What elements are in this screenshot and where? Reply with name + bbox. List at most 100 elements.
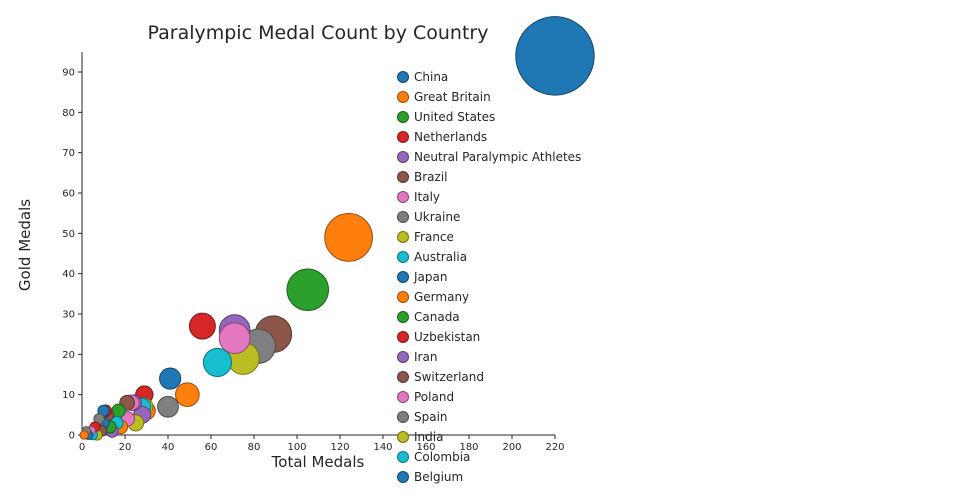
legend-swatch-brazil bbox=[397, 171, 409, 183]
legend-label-spain: Spain bbox=[414, 410, 448, 424]
legend-label-great-britain: Great Britain bbox=[414, 90, 491, 104]
y-tick-label: 80 bbox=[62, 108, 75, 119]
bubble-small-country bbox=[79, 430, 89, 440]
legend-label-brazil: Brazil bbox=[414, 170, 448, 184]
legend-item-united-states: United States bbox=[397, 110, 495, 124]
y-tick-label: 90 bbox=[62, 68, 75, 79]
legend-item-japan: Japan bbox=[397, 270, 447, 284]
chart-title: Paralympic Medal Count by Country bbox=[148, 22, 489, 44]
legend-label-ukraine: Ukraine bbox=[414, 210, 460, 224]
legend-item-ukraine: Ukraine bbox=[397, 210, 460, 224]
legend-swatch-iran bbox=[397, 351, 409, 363]
legend-label-italy: Italy bbox=[414, 190, 440, 204]
x-tick-label: 0 bbox=[79, 442, 85, 453]
legend-item-neutral-paralympic-athletes: Neutral Paralympic Athletes bbox=[397, 150, 581, 164]
legend-item-germany: Germany bbox=[397, 290, 469, 304]
legend-label-neutral-paralympic-athletes: Neutral Paralympic Athletes bbox=[414, 150, 581, 164]
legend-swatch-belgium bbox=[397, 471, 409, 483]
legend-item-australia: Australia bbox=[397, 250, 467, 264]
legend-item-switzerland: Switzerland bbox=[397, 370, 484, 384]
x-tick-label: 220 bbox=[545, 442, 564, 453]
bubble-italy bbox=[218, 322, 251, 355]
y-tick-label: 20 bbox=[62, 350, 75, 361]
bubble-spain bbox=[157, 395, 179, 418]
legend-item-poland: Poland bbox=[397, 390, 454, 404]
legend-label-germany: Germany bbox=[414, 290, 469, 304]
legend-swatch-spain bbox=[397, 411, 409, 423]
legend-swatch-italy bbox=[397, 191, 409, 203]
legend-item-netherlands: Netherlands bbox=[397, 130, 487, 144]
legend-label-australia: Australia bbox=[414, 250, 467, 264]
x-tick-label: 200 bbox=[502, 442, 521, 453]
legend-label-switzerland: Switzerland bbox=[414, 370, 484, 384]
legend-swatch-united-states bbox=[397, 111, 409, 123]
legend-swatch-china bbox=[397, 71, 409, 83]
legend-label-japan: Japan bbox=[413, 270, 447, 284]
legend-label-iran: Iran bbox=[414, 350, 437, 364]
y-tick-label: 50 bbox=[62, 229, 75, 240]
legend-item-colombia: Colombia bbox=[397, 450, 470, 464]
y-tick-label: 10 bbox=[62, 390, 75, 401]
legend-swatch-colombia bbox=[397, 451, 409, 463]
bubble-united-states bbox=[286, 268, 330, 312]
legend-swatch-neutral-paralympic-athletes bbox=[397, 151, 409, 163]
y-tick-label: 30 bbox=[62, 310, 75, 321]
legend-swatch-ukraine bbox=[397, 211, 409, 223]
legend-swatch-switzerland bbox=[397, 371, 409, 383]
bubble-germany bbox=[175, 382, 200, 408]
legend-swatch-poland bbox=[397, 391, 409, 403]
legend-label-india: India bbox=[414, 430, 443, 444]
x-tick-label: 20 bbox=[119, 442, 132, 453]
x-tick-label: 40 bbox=[162, 442, 175, 453]
legend-label-france: France bbox=[414, 230, 454, 244]
y-tick-label: 60 bbox=[62, 189, 75, 200]
legend-item-china: China bbox=[397, 70, 448, 84]
x-tick-label: 60 bbox=[205, 442, 218, 453]
bubble-china bbox=[515, 16, 595, 96]
legend-swatch-great-britain bbox=[397, 91, 409, 103]
bubble-netherlands bbox=[188, 312, 216, 340]
legend-swatch-germany bbox=[397, 291, 409, 303]
legend-swatch-australia bbox=[397, 251, 409, 263]
legend-label-colombia: Colombia bbox=[414, 450, 470, 464]
legend-item-spain: Spain bbox=[397, 410, 448, 424]
y-tick-label: 70 bbox=[62, 148, 75, 159]
x-tick-label: 180 bbox=[459, 442, 478, 453]
bubble-great-britain bbox=[324, 213, 373, 262]
legend-item-france: France bbox=[397, 230, 454, 244]
legend-label-poland: Poland bbox=[414, 390, 454, 404]
legend-item-brazil: Brazil bbox=[397, 170, 448, 184]
legend-label-uzbekistan: Uzbekistan bbox=[414, 330, 480, 344]
x-tick-label: 120 bbox=[330, 442, 349, 453]
legend-swatch-canada bbox=[397, 311, 409, 323]
legend-swatch-netherlands bbox=[397, 131, 409, 143]
legend-item-great-britain: Great Britain bbox=[397, 90, 491, 104]
legend-item-canada: Canada bbox=[397, 310, 460, 324]
legend-label-canada: Canada bbox=[414, 310, 460, 324]
x-tick-label: 80 bbox=[248, 442, 261, 453]
legend-item-italy: Italy bbox=[397, 190, 440, 204]
legend-label-belgium: Belgium bbox=[414, 470, 463, 484]
legend-item-uzbekistan: Uzbekistan bbox=[397, 330, 480, 344]
legend-item-belgium: Belgium bbox=[397, 470, 463, 484]
y-tick-label: 0 bbox=[69, 431, 75, 442]
y-tick-label: 40 bbox=[62, 269, 75, 280]
legend-swatch-india bbox=[397, 431, 409, 443]
x-axis-title: Total Medals bbox=[271, 453, 365, 471]
x-tick-label: 140 bbox=[373, 442, 392, 453]
plot-area: 0 20 40 60 80 100 120 140 160 180 200 220 0 10 20 30 40 5… bbox=[62, 16, 595, 453]
bubble-japan bbox=[159, 367, 182, 390]
bubble-australia bbox=[202, 347, 233, 377]
legend-item-india: India bbox=[397, 430, 443, 444]
x-tick-label: 160 bbox=[416, 442, 435, 453]
legend-label-united-states: United States bbox=[414, 110, 495, 124]
x-tick-label: 100 bbox=[287, 442, 306, 453]
legend-swatch-uzbekistan bbox=[397, 331, 409, 343]
legend-swatch-france bbox=[397, 231, 409, 243]
legend-swatch-japan bbox=[397, 271, 409, 283]
legend: China Great Britain United States Netherlan… bbox=[397, 70, 581, 484]
legend-label-china: China bbox=[414, 70, 448, 84]
y-axis-title: Gold Medals bbox=[16, 199, 34, 291]
